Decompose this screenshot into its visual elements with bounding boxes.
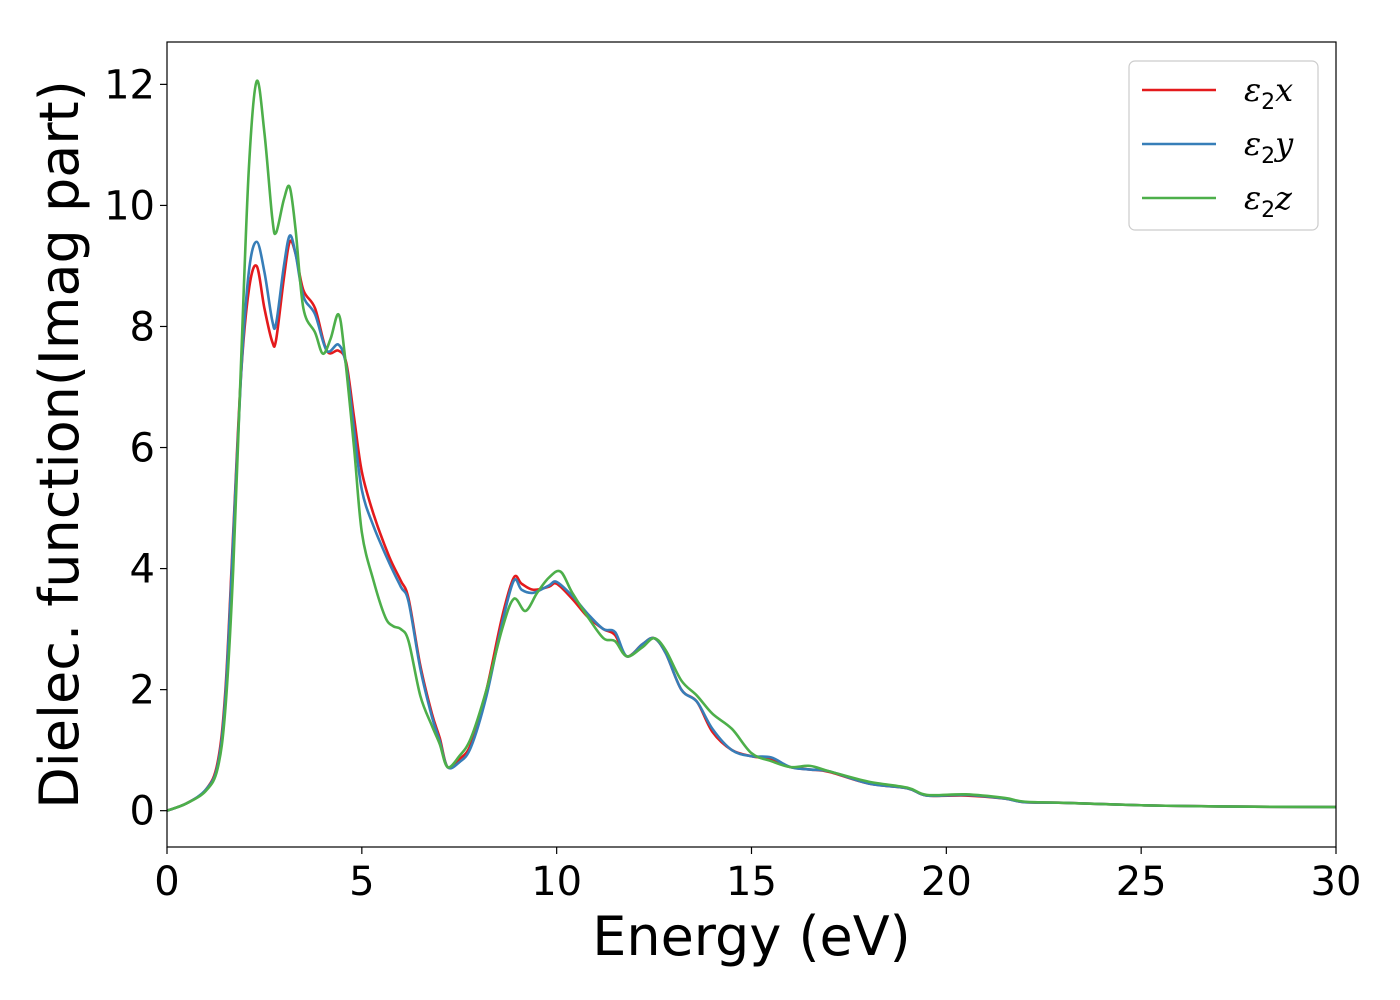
legend-label-y: ε2y <box>1244 125 1294 169</box>
y-tick-label: 8 <box>130 304 155 350</box>
series-line-z <box>166 79 1337 812</box>
x-tick-label: 15 <box>726 859 777 905</box>
legend: ε2x ε2y ε2z <box>1128 60 1319 231</box>
series-layer <box>166 79 1337 812</box>
x-tick-label: 20 <box>921 859 972 905</box>
y-tick-label: 12 <box>104 62 155 108</box>
x-tick-label: 25 <box>1116 859 1167 905</box>
x-tick-label: 5 <box>349 859 374 905</box>
y-tick-label: 0 <box>130 789 155 835</box>
legend-box <box>1128 60 1319 231</box>
y-tick-label: 10 <box>104 183 155 229</box>
y-tick-label: 4 <box>130 547 155 593</box>
y-axis: 0 2 4 6 8 10 12 <box>104 62 167 835</box>
y-axis-label: Dielec. function(Imag part) <box>28 80 91 809</box>
x-tick-label: 10 <box>531 859 582 905</box>
y-tick-label: 2 <box>130 668 155 714</box>
x-axis: 0 5 10 15 20 25 30 <box>154 847 1361 905</box>
x-axis-label: Energy (eV) <box>592 905 911 968</box>
x-tick-label: 0 <box>154 859 179 905</box>
series-line-y <box>166 234 1337 812</box>
y-tick-label: 6 <box>130 426 155 472</box>
legend-label-z: ε2z <box>1244 179 1293 223</box>
x-tick-label: 30 <box>1311 859 1362 905</box>
legend-label-x: ε2x <box>1244 71 1293 115</box>
